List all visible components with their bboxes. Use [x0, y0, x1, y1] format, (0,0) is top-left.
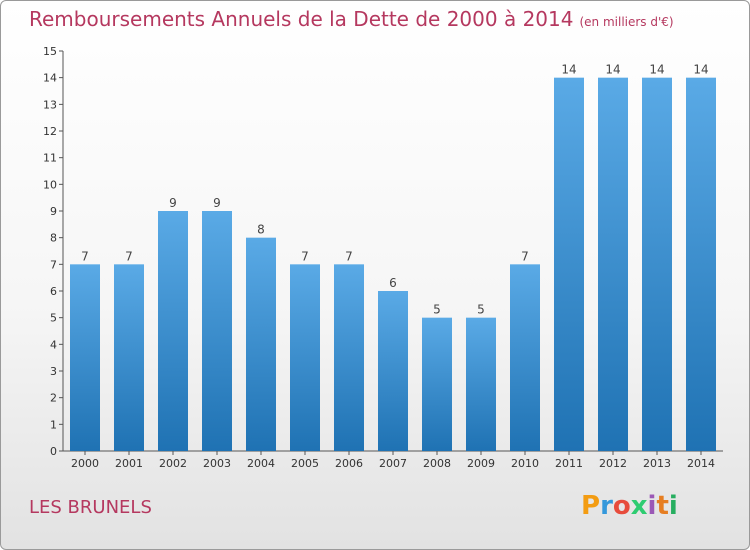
y-tick-label: 3	[50, 365, 57, 378]
y-tick-label: 4	[50, 338, 57, 351]
bar	[334, 264, 364, 451]
chart-title-text: Remboursements Annuels de la Dette de 20…	[29, 7, 574, 31]
bar	[290, 264, 320, 451]
logo-letter: r	[600, 491, 613, 521]
x-tick-label: 2000	[71, 457, 99, 470]
bar	[554, 77, 584, 452]
y-tick-label: 0	[50, 445, 57, 458]
chart-unit: (en milliers d'€)	[579, 15, 674, 29]
x-tick-label: 2009	[467, 457, 495, 470]
bar-value-label: 7	[345, 249, 353, 263]
y-tick-label: 11	[43, 152, 57, 165]
y-tick-label: 2	[50, 392, 57, 405]
x-tick-label: 2006	[335, 457, 363, 470]
x-tick-label: 2010	[511, 457, 539, 470]
bar-value-label: 7	[301, 249, 309, 263]
bar	[114, 264, 144, 451]
x-tick-label: 2012	[599, 457, 627, 470]
bar	[686, 77, 716, 452]
logo-letter: t	[656, 491, 669, 521]
bar-value-label: 14	[561, 63, 576, 77]
bar-value-label: 7	[521, 249, 529, 263]
logo-letter: o	[612, 491, 631, 521]
bar-value-label: 5	[477, 303, 485, 317]
y-tick-label: 7	[50, 258, 57, 271]
x-tick-label: 2003	[203, 457, 231, 470]
x-tick-label: 2011	[555, 457, 583, 470]
bar-value-label: 6	[389, 276, 397, 290]
y-tick-label: 6	[50, 285, 57, 298]
y-tick-label: 10	[43, 178, 57, 191]
y-tick-label: 1	[50, 418, 57, 431]
logo-letter: i	[668, 491, 678, 521]
y-tick-label: 5	[50, 312, 57, 325]
bar	[510, 264, 540, 451]
bar-value-label: 7	[125, 249, 133, 263]
bar-value-label: 7	[81, 249, 89, 263]
y-tick-label: 8	[50, 232, 57, 245]
proxiti-logo: Proxiti	[581, 491, 678, 521]
x-tick-label: 2008	[423, 457, 451, 470]
bar-value-label: 14	[605, 63, 620, 77]
bar	[598, 77, 628, 452]
bar-value-label: 14	[693, 63, 708, 77]
bar-value-label: 8	[257, 223, 265, 237]
bar-value-label: 5	[433, 303, 441, 317]
bar-value-label: 9	[213, 196, 221, 210]
bar	[202, 211, 232, 451]
x-tick-label: 2014	[687, 457, 715, 470]
x-tick-label: 2004	[247, 457, 275, 470]
y-tick-label: 9	[50, 205, 57, 218]
bar-value-label: 9	[169, 196, 177, 210]
bar	[158, 211, 188, 451]
bar	[378, 291, 408, 451]
bar	[246, 237, 276, 451]
commune-name: LES BRUNELS	[29, 497, 152, 518]
bar-value-label: 14	[649, 63, 664, 77]
x-tick-label: 2007	[379, 457, 407, 470]
x-tick-label: 2002	[159, 457, 187, 470]
bar	[642, 77, 672, 452]
bar	[70, 264, 100, 451]
y-tick-label: 15	[43, 45, 57, 58]
x-tick-label: 2005	[291, 457, 319, 470]
y-tick-label: 13	[43, 98, 57, 111]
logo-letter: P	[581, 491, 601, 521]
x-tick-label: 2013	[643, 457, 671, 470]
chart-title: Remboursements Annuels de la Dette de 20…	[29, 7, 674, 31]
y-tick-label: 14	[43, 72, 57, 85]
bar	[422, 317, 452, 451]
logo-letter: i	[647, 491, 657, 521]
bar	[466, 317, 496, 451]
y-tick-label: 12	[43, 125, 57, 138]
logo-letter: x	[630, 491, 648, 521]
x-tick-label: 2001	[115, 457, 143, 470]
